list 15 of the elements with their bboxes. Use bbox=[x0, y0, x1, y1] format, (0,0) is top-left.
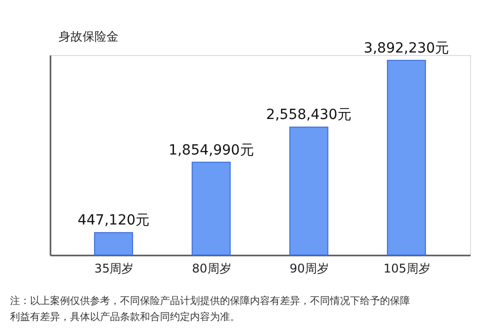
bar bbox=[192, 162, 231, 256]
y-axis-title: 身故保险金 bbox=[58, 30, 118, 44]
x-tick-label: 35周岁 bbox=[94, 262, 134, 276]
data-label: 2,558,430元 bbox=[266, 107, 352, 124]
bar bbox=[289, 126, 328, 256]
x-tick-label: 90周岁 bbox=[290, 262, 329, 276]
data-label: 447,120元 bbox=[78, 212, 150, 229]
data-label: 3,892,230元 bbox=[364, 40, 450, 56]
x-tick-label: 80周岁 bbox=[192, 262, 232, 276]
x-tick-label: 105周岁 bbox=[383, 262, 430, 276]
text: 注：以上案例仅供参考，不同保险产品计划提供的保障内容有差异，不同情况下给予的保障 bbox=[10, 295, 410, 307]
text: 利益有差异，具体以产品条款和合同约定内容为准。 bbox=[10, 311, 240, 323]
bar bbox=[94, 232, 134, 256]
bar bbox=[386, 60, 426, 256]
data-label: 1,854,990元 bbox=[168, 142, 254, 158]
